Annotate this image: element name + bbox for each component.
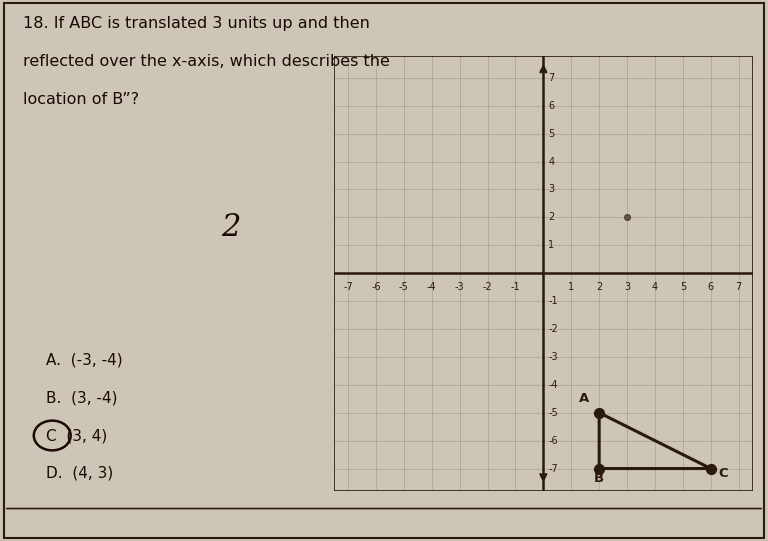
Point	[621, 213, 633, 222]
Text: -3: -3	[455, 281, 465, 292]
Text: C: C	[719, 467, 728, 480]
Text: 1: 1	[548, 240, 554, 250]
Text: 7: 7	[548, 73, 554, 83]
Text: 5: 5	[680, 281, 686, 292]
Text: -6: -6	[371, 281, 381, 292]
Text: 18. If ABC is translated 3 units up and then: 18. If ABC is translated 3 units up and …	[23, 16, 370, 31]
Text: 6: 6	[548, 101, 554, 111]
Text: 3: 3	[548, 184, 554, 195]
Text: -4: -4	[548, 380, 558, 390]
Text: -7: -7	[548, 464, 558, 473]
Text: 1: 1	[568, 281, 574, 292]
Text: -2: -2	[548, 324, 558, 334]
Text: -3: -3	[548, 352, 558, 362]
Text: A: A	[579, 392, 589, 405]
Text: D.  (4, 3): D. (4, 3)	[46, 466, 114, 481]
Text: -2: -2	[482, 281, 492, 292]
Text: -6: -6	[548, 436, 558, 446]
Text: -4: -4	[427, 281, 436, 292]
Text: C  (3, 4): C (3, 4)	[46, 428, 108, 443]
Text: 2: 2	[548, 213, 554, 222]
Text: 2: 2	[596, 281, 602, 292]
Text: 4: 4	[548, 156, 554, 167]
Text: 7: 7	[736, 281, 742, 292]
Text: location of B”?: location of B”?	[23, 92, 139, 107]
Text: 5: 5	[548, 129, 554, 138]
Point	[593, 408, 605, 417]
Text: -7: -7	[343, 281, 353, 292]
Point	[705, 464, 717, 473]
Text: reflected over the x-axis, which describes the: reflected over the x-axis, which describ…	[23, 54, 390, 69]
Text: 4: 4	[652, 281, 658, 292]
Text: -5: -5	[399, 281, 409, 292]
Text: B: B	[594, 472, 604, 485]
Text: -1: -1	[511, 281, 520, 292]
Text: 3: 3	[624, 281, 630, 292]
Text: 2: 2	[220, 212, 240, 243]
Text: B.  (3, -4): B. (3, -4)	[46, 390, 118, 405]
Point	[593, 464, 605, 473]
Text: -1: -1	[548, 296, 558, 306]
Text: -5: -5	[548, 408, 558, 418]
Text: 6: 6	[708, 281, 713, 292]
Text: A.  (-3, -4): A. (-3, -4)	[46, 352, 123, 367]
